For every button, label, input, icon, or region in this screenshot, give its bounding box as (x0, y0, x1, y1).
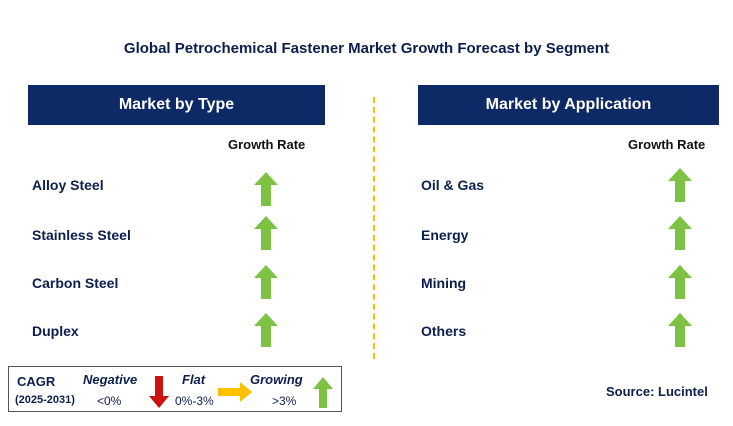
green-up-arrow-icon (254, 172, 278, 206)
orange-right-arrow-icon (218, 382, 252, 402)
type-row-label-carbon-steel: Carbon Steel (32, 275, 119, 291)
page-title: Global Petrochemical Fastener Market Gro… (123, 40, 610, 57)
application-panel-header: Market by Application (418, 85, 719, 125)
type-panel-header: Market by Type (28, 85, 325, 125)
type-row-label-alloy-steel: Alloy Steel (32, 177, 104, 193)
green-up-arrow-icon (668, 265, 692, 299)
type-growth-rate-label: Growth Rate (228, 137, 306, 152)
green-up-arrow-icon (668, 216, 692, 250)
legend-negative-range: <0% (97, 394, 122, 408)
green-up-arrow-icon (668, 168, 692, 202)
application-row-label-mining: Mining (421, 275, 467, 291)
legend-period: (2025-2031) (15, 394, 75, 406)
red-down-arrow-icon (149, 376, 169, 408)
green-up-arrow-icon (254, 265, 278, 299)
application-row-label-others: Others (421, 323, 467, 339)
panel-divider (373, 97, 375, 359)
application-row-label-energy: Energy (421, 227, 469, 243)
legend-growing-range: >3% (272, 394, 297, 408)
application-growth-rate-label: Growth Rate (628, 137, 706, 152)
legend-cagr-label: CAGR (17, 374, 56, 389)
green-up-arrow-icon (668, 313, 692, 347)
green-up-arrow-icon (254, 313, 278, 347)
type-row-label-stainless-steel: Stainless Steel (32, 227, 131, 243)
application-row-label-oil-gas: Oil & Gas (421, 177, 485, 193)
legend-growing-label: Growing (250, 372, 303, 387)
type-row-label-duplex: Duplex (32, 323, 79, 339)
source-note: Source: Lucintel (606, 384, 708, 399)
legend-flat-label: Flat (182, 372, 206, 387)
legend-flat-range: 0%-3% (175, 394, 214, 408)
green-up-arrow-icon (313, 377, 333, 408)
legend-negative-label: Negative (83, 372, 138, 387)
green-up-arrow-icon (254, 216, 278, 250)
cagr-legend: CAGR (2025-2031) Negative <0% Flat 0%-3%… (8, 366, 342, 412)
